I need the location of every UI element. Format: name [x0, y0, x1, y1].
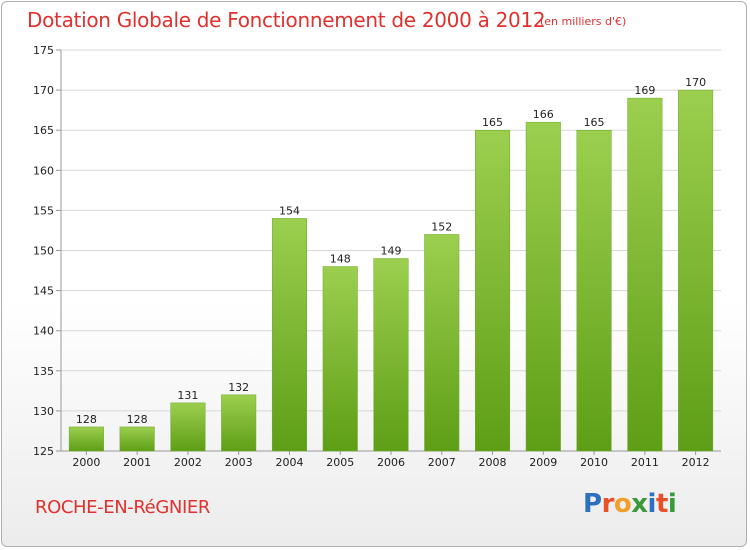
bar-2005[interactable] [322, 266, 358, 452]
data-label: 148 [330, 253, 351, 266]
x-tick-label: 2006 [377, 456, 405, 469]
y-tick-label: 140 [33, 325, 54, 338]
chart-subtitle: (en milliers d'€) [540, 15, 627, 28]
x-tick-label: 2000 [72, 456, 100, 469]
data-label: 132 [228, 381, 249, 394]
bar-2002[interactable] [170, 402, 206, 452]
y-tick-label: 155 [33, 204, 54, 217]
x-tick-label: 2010 [580, 456, 608, 469]
y-tick-label: 170 [33, 84, 54, 97]
data-label: 170 [685, 76, 706, 89]
y-tick-label: 160 [33, 164, 54, 177]
labels: 125 130 135 140 145 150 155 160 165 170 175 2000 128… [33, 44, 710, 469]
logo-letter: i [647, 489, 657, 519]
logo-letter: P [583, 489, 602, 519]
logo-letter: t [655, 489, 668, 519]
x-tick-label: 2004 [275, 456, 303, 469]
x-tick-label: 2009 [529, 456, 557, 469]
data-label: 154 [279, 204, 300, 217]
x-tick-label: 2011 [631, 456, 659, 469]
data-label: 149 [381, 245, 402, 258]
bar-2011[interactable] [627, 97, 663, 452]
data-label: 169 [634, 84, 655, 97]
y-tick-label: 135 [33, 365, 54, 378]
data-label: 165 [482, 116, 503, 129]
x-tick-label: 2008 [479, 456, 507, 469]
bar-2008[interactable] [475, 129, 511, 452]
x-tick-label: 2001 [123, 456, 151, 469]
y-tick-label: 145 [33, 285, 54, 298]
bar-2000[interactable] [68, 426, 104, 452]
bar-2006[interactable] [373, 258, 409, 452]
commune-name: ROCHE-EN-RéGNIER [35, 497, 210, 518]
x-tick-label: 2005 [326, 456, 354, 469]
x-tick-label: 2003 [225, 456, 253, 469]
bar-2004[interactable] [271, 218, 307, 452]
data-label: 166 [533, 108, 554, 121]
x-tick-label: 2007 [428, 456, 456, 469]
x-tick-label: 2012 [682, 456, 710, 469]
proxiti-logo[interactable]: Proxiti [583, 489, 677, 519]
bars [68, 89, 714, 452]
data-label: 165 [584, 116, 605, 129]
data-label: 152 [431, 220, 452, 233]
bar-2010[interactable] [576, 129, 612, 452]
bar-2001[interactable] [119, 426, 155, 452]
y-tick-label: 150 [33, 245, 54, 258]
bar-2012[interactable] [678, 89, 714, 452]
logo-letter: r [601, 489, 615, 519]
y-tick-label: 130 [33, 405, 54, 418]
logo-letter: i [667, 489, 677, 519]
logo-letter: x [631, 489, 648, 519]
bar-2003[interactable] [221, 394, 257, 452]
data-label: 131 [177, 389, 198, 402]
bar-2009[interactable] [525, 121, 561, 452]
x-tick-label: 2002 [174, 456, 202, 469]
y-tick-label: 165 [33, 124, 54, 137]
y-tick-label: 125 [33, 445, 54, 458]
data-label: 128 [127, 413, 148, 426]
y-tick-label: 175 [33, 44, 54, 57]
chart-title: Dotation Globale de Fonctionnement de 20… [27, 8, 546, 32]
logo-letter: o [613, 489, 632, 519]
data-label: 128 [76, 413, 97, 426]
bar-2007[interactable] [424, 234, 460, 452]
